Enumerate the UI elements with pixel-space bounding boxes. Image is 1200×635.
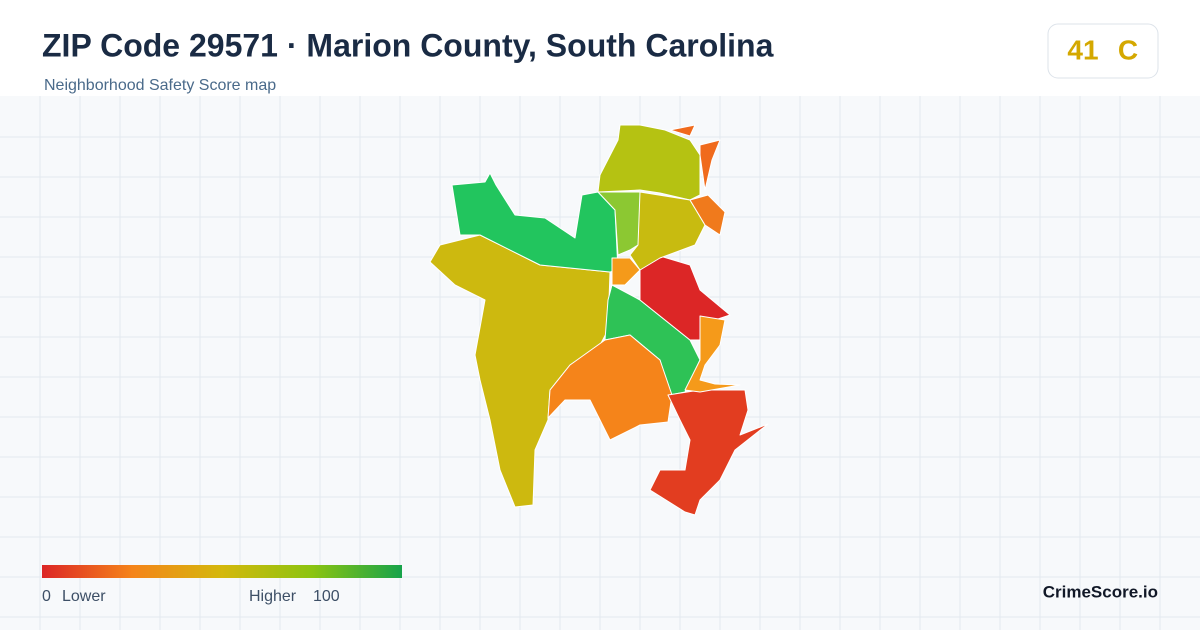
- grid: [0, 96, 1200, 630]
- region: [547, 334, 673, 441]
- brand: CrimeScore.io: [1043, 582, 1158, 601]
- score-grade: C: [1118, 34, 1138, 65]
- title: ZIP Code 29571 · Marion County, South Ca…: [42, 27, 774, 63]
- region: [451, 172, 619, 273]
- legend-max: 100: [313, 588, 340, 605]
- region: [669, 124, 696, 137]
- region: [689, 194, 726, 236]
- region: [699, 139, 721, 191]
- legend-bar: [42, 565, 402, 578]
- legend-max-label: Higher: [249, 588, 297, 605]
- region: [684, 315, 741, 393]
- legend-min-label: Lower: [62, 588, 106, 605]
- map: [429, 124, 769, 516]
- region: [649, 389, 769, 516]
- score-badge: [1047, 23, 1159, 79]
- header-band: [0, 0, 1200, 96]
- region: [429, 234, 611, 508]
- score-value: 41: [1067, 34, 1098, 65]
- region: [611, 257, 641, 286]
- subtitle: Neighborhood Safety Score map: [44, 77, 276, 94]
- legend-min: 0: [42, 588, 51, 605]
